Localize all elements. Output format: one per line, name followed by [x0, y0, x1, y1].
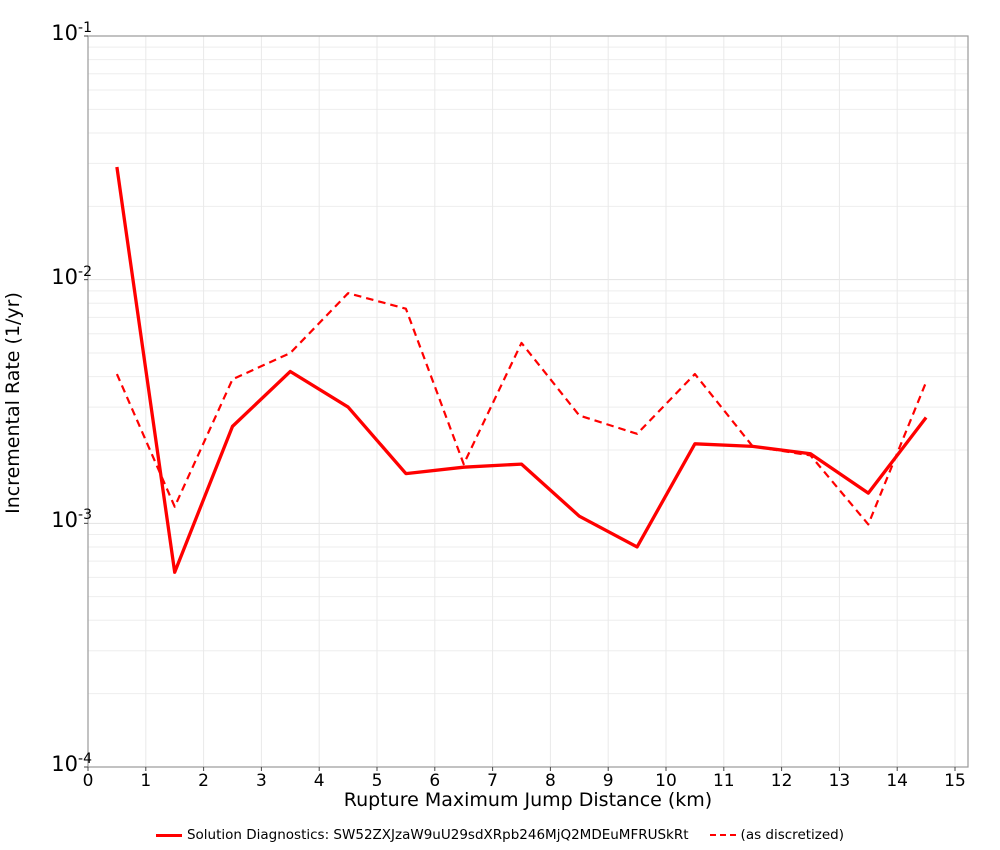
legend-solid-line-swatch [155, 833, 182, 837]
y-tick-label: 10-4 [51, 751, 92, 776]
x-tick-label: 13 [828, 771, 851, 791]
x-tick-label: 4 [313, 771, 325, 791]
x-tick-label: 7 [487, 771, 498, 791]
x-tick-label: 10 [655, 771, 677, 791]
legend-label-as-discretized: (as discretized) [740, 827, 845, 843]
x-tick-label: 11 [712, 771, 735, 791]
y-axis-title: Incremental Rate (1/yr) [2, 292, 24, 514]
series-line-solution-diagnostics [115, 166, 928, 574]
x-tick-label: 15 [944, 771, 966, 791]
plot-frame [87, 35, 969, 768]
y-tick-label: 10-1 [51, 20, 92, 45]
x-tick-label: 8 [544, 771, 556, 791]
x-tick-label: 3 [255, 771, 267, 791]
legend-dashed-line-swatch [709, 834, 736, 836]
x-tick-label: 12 [770, 771, 793, 791]
x-tick-label: 6 [429, 771, 441, 791]
x-axis-title: Rupture Maximum Jump Distance (km) [343, 789, 713, 811]
x-tick-label: 14 [886, 771, 908, 791]
legend-label-solution-diagnostics: Solution Diagnostics: SW52ZXJzaW9uU29sdX… [186, 827, 689, 843]
legend: Solution Diagnostics: SW52ZXJzaW9uU29sdX… [0, 824, 1000, 846]
y-tick-label: 10-2 [51, 263, 92, 289]
x-tick-label: 5 [371, 771, 383, 791]
series-line-as-discretized [115, 292, 928, 526]
x-tick-label: 9 [602, 771, 614, 791]
x-tick-label: 2 [198, 771, 209, 791]
y-tick-label: 10-3 [51, 507, 92, 533]
x-tick-label: 1 [140, 771, 152, 791]
x-tick-label: 0 [82, 771, 94, 791]
